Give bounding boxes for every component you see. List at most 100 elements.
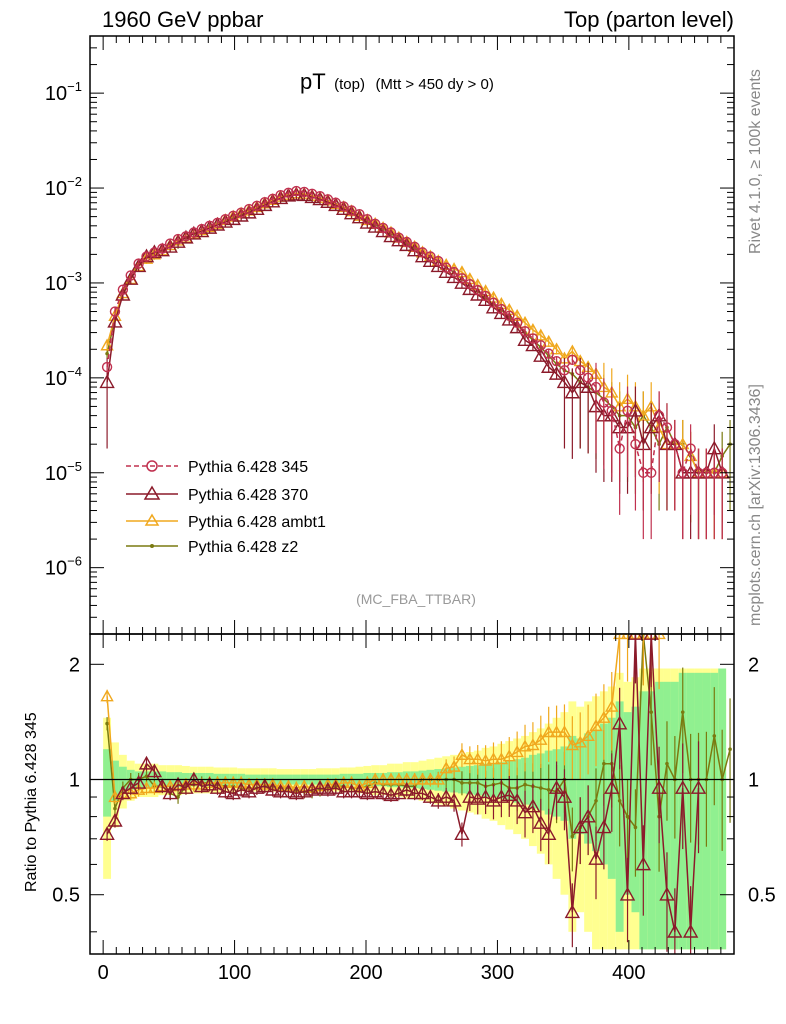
analysis-watermark: (MC_FBA_TTBAR): [356, 591, 476, 607]
data-point-circle: [338, 201, 349, 212]
data-point-triangle: [130, 774, 147, 789]
data-point-circle: [401, 236, 412, 248]
legend-label-ambt1: Pythia 6.428 ambt1: [188, 514, 326, 531]
x-tick-label: 0: [98, 962, 109, 984]
band-segment: [639, 691, 648, 950]
data-point-triangle: [533, 815, 549, 829]
data-point-triangle: [556, 789, 573, 803]
data-point-triangle: [100, 689, 114, 702]
y-tick-label: 10−5: [45, 459, 82, 485]
data-point-dot: [594, 798, 598, 803]
header-left-label: 1960 GeV ppbar: [102, 7, 263, 32]
data-point-circle: [393, 232, 405, 243]
data-point-triangle: [564, 384, 581, 399]
data-point-triangle: [534, 328, 548, 341]
data-point-dot: [475, 781, 480, 785]
data-point-triangle: [343, 783, 360, 798]
data-point-circle: [377, 222, 389, 234]
data-point-dot: [680, 710, 685, 714]
data-point-triangle: [612, 634, 627, 640]
data-point-triangle: [162, 785, 178, 800]
data-point-triangle: [422, 789, 439, 803]
x-tick-label: 300: [481, 962, 514, 984]
data-point-triangle: [478, 753, 493, 766]
data-point-triangle: [581, 728, 595, 742]
data-point-circle: [448, 266, 460, 278]
data-point-dot: [460, 781, 464, 785]
y-tick-label: 10−1: [45, 79, 82, 105]
data-point-triangle: [454, 826, 470, 841]
data-point-triangle: [138, 755, 155, 770]
data-point-triangle: [107, 812, 123, 827]
data-point-triangle: [652, 634, 666, 640]
data-point-circle: [291, 185, 302, 197]
legend-label-z2: Pythia 6.428 z2: [188, 539, 298, 556]
data-point-circle: [283, 187, 294, 199]
data-point-circle: [141, 251, 152, 262]
data-point-triangle: [99, 826, 115, 841]
data-point-circle: [677, 467, 688, 478]
band-segment: [710, 672, 719, 950]
data-point-triangle: [667, 923, 683, 938]
data-point-circle: [101, 361, 113, 373]
mcplots-label: mcplots.cern.ch [arXiv:1306.3436]: [747, 384, 764, 626]
data-point-triangle: [477, 789, 494, 803]
data-point-circle: [567, 354, 578, 365]
data-point-circle: [464, 279, 476, 290]
legend-entry-z2: Pythia 6.428 z2: [126, 539, 298, 556]
data-point-circle: [472, 284, 483, 296]
data-point-circle: [433, 255, 444, 267]
data-point-dot: [113, 806, 117, 811]
data-point-triangle: [605, 699, 619, 712]
ratio-series-p370: [99, 634, 707, 954]
data-point-circle: [598, 397, 610, 408]
legend: Pythia 6.428 345 Pythia 6.428 370 Pythia…: [126, 459, 326, 556]
data-point-triangle: [414, 785, 431, 800]
data-point-triangle: [572, 374, 588, 389]
data-point-triangle: [643, 634, 659, 640]
data-point-circle: [385, 227, 397, 238]
data-point-triangle: [604, 780, 620, 794]
data-point-triangle: [107, 313, 123, 328]
legend-marker-circle: [146, 460, 158, 472]
data-point-triangle: [643, 419, 659, 434]
data-point-dot: [523, 782, 527, 787]
data-point-circle: [669, 438, 681, 450]
data-point-triangle: [636, 634, 651, 640]
data-point-triangle: [131, 782, 146, 795]
data-point-circle: [701, 467, 712, 478]
plot-title-sub: (top): [334, 76, 365, 93]
data-point-triangle: [154, 778, 170, 793]
band-segment: [576, 738, 585, 835]
data-point-triangle: [509, 792, 525, 807]
data-point-circle: [133, 258, 144, 269]
data-point-triangle: [540, 359, 557, 373]
data-point-triangle: [556, 374, 573, 389]
data-point-triangle: [564, 904, 581, 919]
y-tick-label: 10−6: [45, 554, 82, 580]
data-point-triangle: [446, 792, 462, 807]
data-point-dot: [176, 795, 180, 799]
legend-entry-ambt1: Pythia 6.428 ambt1: [126, 513, 326, 531]
data-point-dot: [602, 761, 606, 766]
data-point-circle: [535, 340, 546, 351]
data-point-circle: [109, 306, 121, 317]
main-series-layer: [99, 185, 732, 540]
x-tick-label: 200: [349, 962, 382, 984]
data-point-triangle: [541, 725, 556, 738]
data-point-triangle: [471, 752, 485, 765]
data-point-triangle: [589, 719, 603, 732]
data-point-triangle: [186, 771, 202, 786]
data-point-triangle: [518, 739, 532, 752]
data-point-triangle: [534, 732, 548, 745]
data-point-circle: [590, 381, 602, 393]
data-point-dot: [649, 710, 653, 714]
data-point-circle: [480, 290, 491, 302]
data-point-circle: [709, 467, 720, 478]
legend-marker-dot: [150, 544, 154, 548]
legend-entry-p345: Pythia 6.428 345: [126, 459, 308, 476]
data-point-triangle: [675, 780, 691, 794]
data-point-circle: [646, 467, 657, 478]
data-point-triangle: [146, 763, 163, 778]
